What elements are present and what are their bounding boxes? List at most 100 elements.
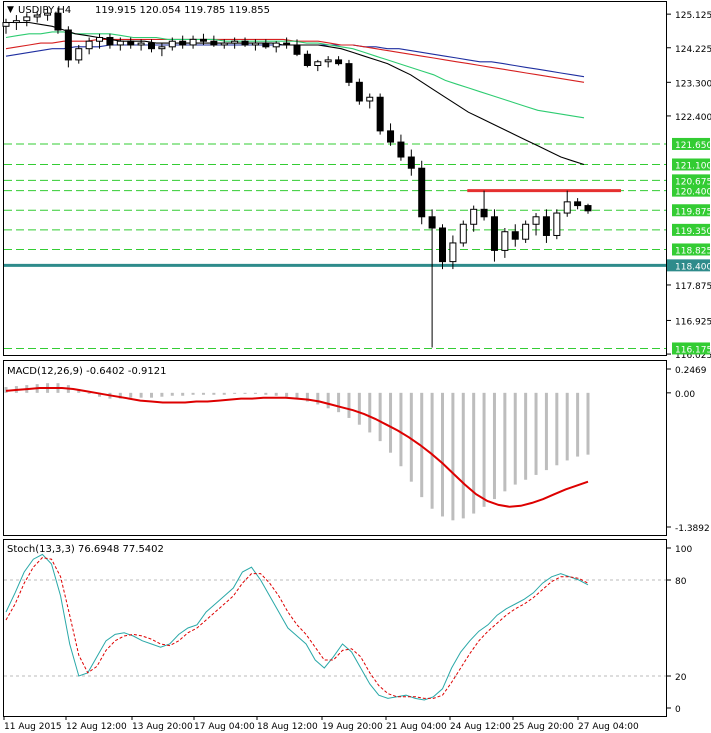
bull-candle xyxy=(2,22,10,27)
macd-hist-bar xyxy=(451,392,455,521)
bull-candle xyxy=(470,208,478,225)
macd-hist-bar xyxy=(87,392,91,394)
price-tick-label: 117.875 xyxy=(675,282,711,292)
chart-menu-arrow-icon[interactable]: ▼ xyxy=(7,5,14,15)
level-tag xyxy=(672,158,710,171)
bull-candle xyxy=(116,40,124,46)
macd-tick-label: -1.3892 xyxy=(675,524,710,534)
ma-green-line xyxy=(5,31,585,119)
bear-candle xyxy=(397,141,405,158)
bear-candle xyxy=(376,96,384,132)
time-tick-label: 24 Aug 12:00 xyxy=(450,722,511,732)
level-tag xyxy=(672,243,710,256)
level-tag xyxy=(672,137,710,150)
bear-candle xyxy=(345,63,353,83)
bull-candle xyxy=(220,42,228,46)
stoch-tick-label: 0 xyxy=(675,705,681,715)
symbol-label: USDJPY,H4 xyxy=(18,5,71,16)
bull-candle xyxy=(137,42,145,46)
bull-candle xyxy=(251,42,259,46)
time-tick-label: 12 Aug 12:00 xyxy=(66,722,127,732)
macd-hist-bar xyxy=(389,392,393,453)
stoch-pane[interactable] xyxy=(3,539,667,717)
macd-hist-bar xyxy=(430,392,434,509)
bear-candle xyxy=(418,167,426,218)
macd-hist-bar xyxy=(472,392,476,514)
bear-candle xyxy=(428,216,436,229)
bull-candle xyxy=(231,40,239,44)
time-tick-label: 21 Aug 04:00 xyxy=(386,722,447,732)
macd-hist-bar xyxy=(534,392,538,475)
price-tick-label: 116.925 xyxy=(675,317,711,327)
macd-hist-bar xyxy=(181,392,185,396)
bull-candle xyxy=(33,14,41,18)
bear-candle xyxy=(439,227,446,263)
macd-hist-bar xyxy=(378,392,382,442)
bear-candle xyxy=(148,42,155,50)
level-tag xyxy=(672,223,710,236)
macd-hist-bar xyxy=(264,392,268,395)
macd-hist-bar xyxy=(503,392,507,492)
level-tag-label: 121.650 xyxy=(675,141,711,151)
bear-candle xyxy=(387,130,395,143)
bull-candle xyxy=(459,223,467,244)
macd-hist-bar xyxy=(243,392,247,394)
macd-hist-bar xyxy=(295,392,299,399)
level-tag xyxy=(672,184,710,197)
macd-hist-bar xyxy=(129,392,133,398)
time-tick-label: 19 Aug 20:00 xyxy=(322,722,383,732)
bear-candle xyxy=(355,81,363,102)
bull-candle xyxy=(449,242,457,263)
macd-hist-bar xyxy=(222,392,226,395)
bull-candle xyxy=(501,231,509,251)
level-tag-label: 120.400 xyxy=(675,188,711,198)
macd-hist-bar xyxy=(368,392,372,433)
macd-hist-bar xyxy=(118,392,122,399)
stoch-main-line xyxy=(5,553,589,701)
time-tick-label: 27 Aug 04:00 xyxy=(578,722,639,732)
bull-candle xyxy=(23,16,31,22)
level-tag xyxy=(672,342,710,355)
bear-candle xyxy=(283,42,291,46)
macd-hist-bar xyxy=(586,392,590,455)
axis-layer: 125.125 124.225 123.300 122.400 117.875 116.9… xyxy=(3,11,711,732)
macd-hist-bar xyxy=(253,392,257,394)
level-tag xyxy=(672,204,710,217)
macd-hist-bar xyxy=(170,392,174,396)
stoch-label: Stoch(13,3,3) 76.6948 77.5402 xyxy=(7,544,164,555)
time-tick-label: 17 Aug 04:00 xyxy=(194,722,255,732)
bull-candle xyxy=(158,46,166,50)
level-tag-label: 120.675 xyxy=(675,177,711,187)
bear-candle xyxy=(127,40,135,46)
macd-hist-bar xyxy=(285,392,289,397)
bull-candle xyxy=(314,61,322,67)
macd-hist-bar xyxy=(565,392,569,461)
stoch-layer xyxy=(4,553,666,701)
price-tick-label: 122.400 xyxy=(675,113,711,123)
bull-candle xyxy=(324,59,332,63)
bear-candle xyxy=(511,231,519,240)
bear-candle xyxy=(54,12,62,31)
macd-hist-bar xyxy=(326,392,330,409)
macd-hist-bar xyxy=(461,392,465,519)
macd-signal-line xyxy=(5,387,589,508)
bull-candle xyxy=(85,40,93,50)
bear-candle xyxy=(490,216,498,251)
stoch-signal-line xyxy=(5,557,589,699)
bull-candle xyxy=(532,216,540,225)
support-tag xyxy=(667,259,710,272)
price-pane[interactable] xyxy=(3,1,667,356)
bear-candle xyxy=(199,38,207,42)
bear-candle xyxy=(64,29,72,61)
bear-candle xyxy=(293,44,301,55)
bull-candle xyxy=(272,42,280,48)
macd-hist-bar xyxy=(305,392,309,402)
stoch-tick-label: 20 xyxy=(675,673,687,683)
bull-candle xyxy=(522,223,530,240)
macd-hist-bar xyxy=(357,392,361,425)
macd-hist-bar xyxy=(191,392,195,395)
bear-candle xyxy=(584,205,592,212)
time-tick-label: 11 Aug 2015 xyxy=(4,722,62,732)
bear-candle xyxy=(179,40,187,46)
